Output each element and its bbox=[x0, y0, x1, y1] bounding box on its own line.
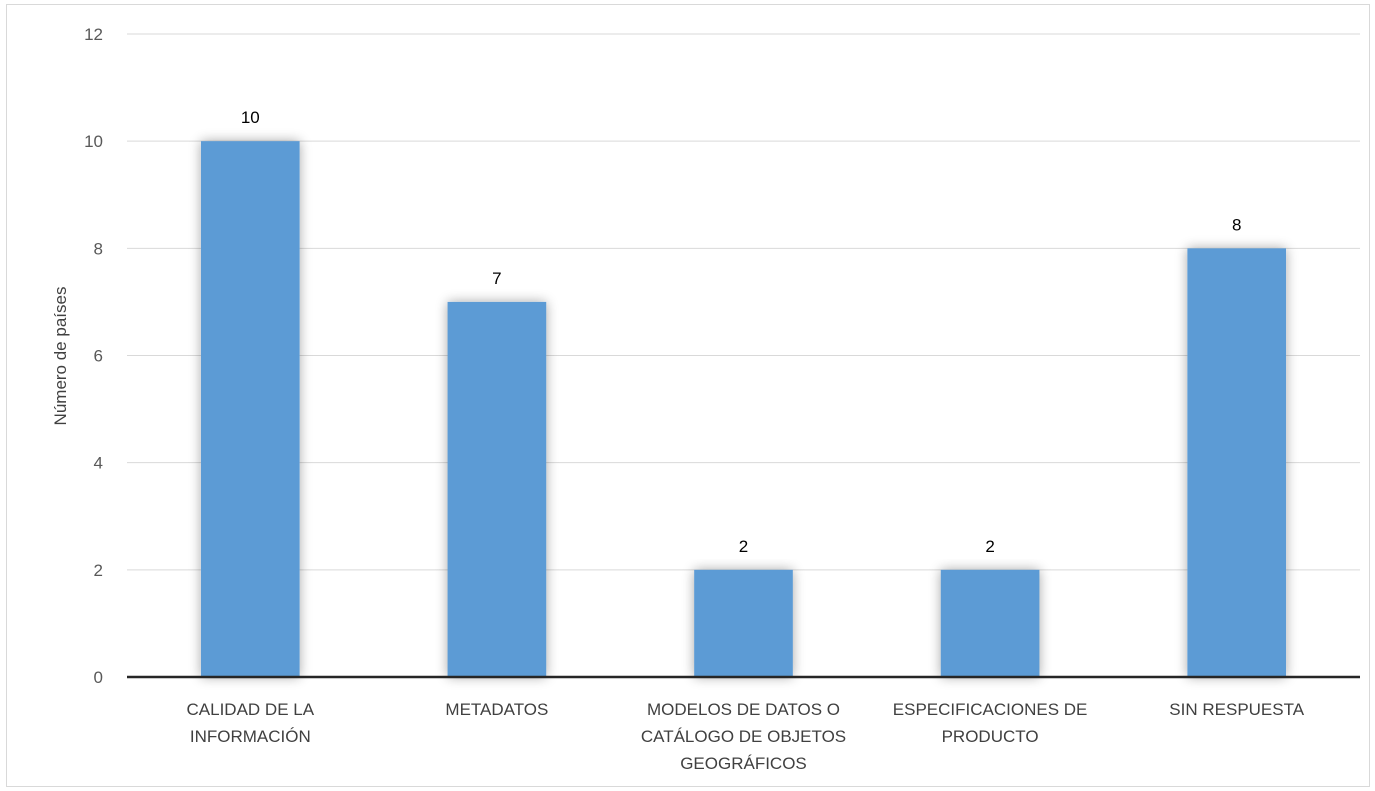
data-label: 10 bbox=[241, 108, 260, 127]
y-tick-label: 0 bbox=[94, 668, 103, 687]
category-label-line: PRODUCTO bbox=[942, 727, 1039, 746]
bar bbox=[940, 569, 1040, 677]
data-labels: 10 7 2 2 8 bbox=[241, 108, 1242, 556]
bars bbox=[200, 141, 1287, 678]
data-label: 2 bbox=[739, 537, 748, 556]
bar bbox=[1187, 248, 1287, 678]
data-label: 2 bbox=[985, 537, 994, 556]
category-label-line: INFORMACIÓN bbox=[190, 727, 311, 746]
category-label: MODELOS DE DATOS O CATÁLOGO DE OBJETOS GEO… bbox=[641, 700, 846, 773]
category-label-line: CATÁLOGO DE OBJETOS bbox=[641, 727, 846, 746]
category-label: METADATOS bbox=[445, 700, 548, 719]
category-label-line: METADATOS bbox=[445, 700, 548, 719]
y-tick-label: 8 bbox=[94, 239, 103, 258]
bar bbox=[200, 141, 300, 677]
data-label: 7 bbox=[492, 269, 501, 288]
data-label: 8 bbox=[1232, 215, 1241, 234]
y-axis-ticks: 0 2 4 6 8 10 12 bbox=[84, 25, 103, 687]
category-label-line: SIN RESPUESTA bbox=[1169, 700, 1304, 719]
category-label: CALIDAD DE LA INFORMACIÓN bbox=[187, 700, 315, 746]
bar bbox=[694, 569, 793, 677]
category-label-line: ESPECIFICACIONES DE bbox=[893, 700, 1088, 719]
y-tick-label: 10 bbox=[84, 132, 103, 151]
category-label-line: CALIDAD DE LA bbox=[187, 700, 315, 719]
category-labels: CALIDAD DE LA INFORMACIÓN METADATOS MODELOS… bbox=[187, 700, 1305, 773]
category-label-line: GEOGRÁFICOS bbox=[680, 754, 807, 773]
category-label: ESPECIFICACIONES DE PRODUCTO bbox=[893, 700, 1088, 746]
y-tick-label: 4 bbox=[94, 454, 103, 473]
y-tick-label: 6 bbox=[94, 347, 103, 366]
y-tick-label: 2 bbox=[94, 561, 103, 580]
category-label-line: MODELOS DE DATOS O bbox=[647, 700, 840, 719]
category-label: SIN RESPUESTA bbox=[1169, 700, 1304, 719]
gridlines bbox=[127, 33, 1360, 571]
y-axis-title: Número de países bbox=[51, 287, 70, 426]
y-tick-label: 12 bbox=[84, 25, 103, 44]
bar bbox=[447, 301, 547, 677]
